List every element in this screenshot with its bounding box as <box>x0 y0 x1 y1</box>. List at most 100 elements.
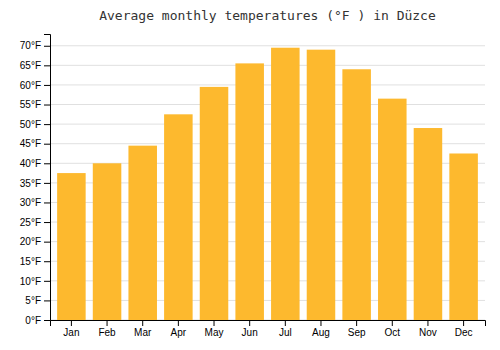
tick-mark <box>107 320 108 326</box>
tick-label: Mar <box>134 327 152 338</box>
tick: 50°F <box>20 119 50 130</box>
y-axis: 0°F 5°F 10°F 15°F 20°F 25°F 30°F 35°F 40°F 45°F 50… <box>20 35 51 326</box>
grid-line <box>50 124 485 125</box>
tick: Aug <box>312 320 330 338</box>
tick-label: 30°F <box>20 197 41 208</box>
tick-label: 0°F <box>25 315 41 326</box>
tick: 15°F <box>20 256 50 267</box>
tick-mark <box>463 320 464 326</box>
axis-line <box>44 35 51 321</box>
tick: 35°F <box>20 178 50 189</box>
tick: 65°F <box>20 60 50 71</box>
tick-label: Oct <box>385 327 401 338</box>
tick: May <box>205 320 224 338</box>
tick-mark <box>44 222 50 223</box>
grid-line <box>50 104 485 105</box>
tick: 5°F <box>25 295 50 306</box>
bar <box>128 146 157 320</box>
x-axis: Jan Feb Mar Apr May Jun Jul Aug Sep Oct Nov Dec <box>51 320 486 338</box>
tick: 10°F <box>20 276 50 287</box>
tick-mark <box>44 105 50 106</box>
tick: 60°F <box>20 80 50 91</box>
tick: Sep <box>348 320 366 338</box>
tick-label: Feb <box>98 327 116 338</box>
tick-mark <box>71 320 72 326</box>
chart: 0°F 5°F 10°F 15°F 20°F 25°F 30°F 35°F 40°F 45°F 50… <box>0 0 500 350</box>
tick-label: Dec <box>455 327 473 338</box>
tick: 20°F <box>20 236 50 247</box>
tick-mark <box>356 320 357 326</box>
tick-mark <box>44 183 50 184</box>
bar <box>449 153 478 320</box>
tick-mark <box>44 124 50 125</box>
bars <box>57 48 478 320</box>
tick-label: May <box>205 327 224 338</box>
tick-label: 55°F <box>20 99 41 110</box>
tick-mark <box>44 65 50 66</box>
tick-mark <box>44 202 50 203</box>
tick-label: Aug <box>312 327 330 338</box>
tick-label: 50°F <box>20 119 41 130</box>
tick-mark <box>178 320 179 326</box>
tick-mark <box>214 320 215 326</box>
tick-mark <box>44 242 50 243</box>
bar <box>200 87 229 320</box>
tick-label: 70°F <box>20 40 41 51</box>
tick: Mar <box>134 320 152 338</box>
bar <box>342 69 371 320</box>
tick: Nov <box>419 320 437 338</box>
tick-label: 5°F <box>25 295 41 306</box>
tick: Jul <box>279 320 292 338</box>
bar <box>271 48 300 320</box>
bar <box>307 50 336 320</box>
tick-label: Nov <box>419 327 437 338</box>
tick-label: 10°F <box>20 276 41 287</box>
tick-mark <box>44 261 50 262</box>
title: Average monthly temperatures (°F ) in Dü… <box>99 8 436 23</box>
tick-mark <box>44 300 50 301</box>
grid-line <box>50 65 485 66</box>
tick-mark <box>44 281 50 282</box>
tick: 40°F <box>20 158 50 169</box>
tick-mark <box>392 320 393 326</box>
tick-label: Jul <box>279 327 292 338</box>
bar <box>235 63 264 320</box>
tick: Dec <box>455 320 473 338</box>
grid <box>50 46 485 320</box>
tick: Oct <box>385 320 401 338</box>
tick-label: 60°F <box>20 80 41 91</box>
tick-label: 40°F <box>20 158 41 169</box>
tick: 45°F <box>20 138 50 149</box>
tick-mark <box>320 320 321 326</box>
tick-mark <box>44 320 50 321</box>
tick-label: 15°F <box>20 256 41 267</box>
tick: 30°F <box>20 197 50 208</box>
axis-line <box>51 321 486 327</box>
tick-label: Jun <box>242 327 258 338</box>
tick: 0°F <box>25 315 50 326</box>
tick: 70°F <box>20 40 50 51</box>
tick-mark <box>44 163 50 164</box>
tick-label: 20°F <box>20 236 41 247</box>
tick-label: Jan <box>63 327 79 338</box>
tick: Feb <box>98 320 116 338</box>
grid-line <box>50 45 485 46</box>
tick: 25°F <box>20 217 50 228</box>
tick-mark <box>285 320 286 326</box>
tick: Apr <box>171 320 187 338</box>
bar <box>414 128 443 320</box>
plot: 0°F 5°F 10°F 15°F 20°F 25°F 30°F 35°F 40°F 45°F 50… <box>20 35 486 339</box>
tick-mark <box>44 85 50 86</box>
tick: Jan <box>63 320 79 338</box>
tick-label: 25°F <box>20 217 41 228</box>
tick: 55°F <box>20 99 50 110</box>
bar <box>93 163 122 320</box>
tick-label: 65°F <box>20 60 41 71</box>
bar <box>57 173 86 320</box>
tick-mark <box>44 144 50 145</box>
tick-mark <box>249 320 250 326</box>
tick-label: Apr <box>171 327 187 338</box>
tick-mark <box>427 320 428 326</box>
tick-label: 35°F <box>20 178 41 189</box>
tick-label: Sep <box>348 327 366 338</box>
